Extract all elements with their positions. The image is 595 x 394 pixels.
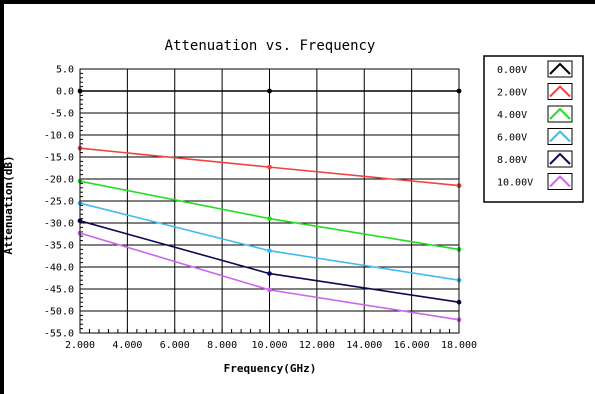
plot-border	[79, 68, 460, 334]
x-tick-label: 16.000	[394, 340, 430, 351]
y-tick-label: -45.0	[44, 285, 74, 296]
data-point	[267, 216, 272, 222]
legend-label: 8.00V	[497, 155, 527, 166]
legend-swatch	[547, 60, 573, 78]
y-tick-label: -25.0	[44, 197, 74, 208]
y-tick-label: 5.0	[56, 65, 74, 76]
legend-label: 2.00V	[497, 88, 527, 99]
legend-label: 6.00V	[497, 133, 527, 144]
y-tick-label: -30.0	[44, 219, 74, 230]
x-tick-label: 4.000	[112, 340, 142, 351]
x-tick-label: 2.000	[65, 340, 95, 351]
data-point	[267, 164, 272, 170]
y-tick-label: -55.0	[44, 329, 74, 340]
y-tick-label: -20.0	[44, 175, 74, 186]
y-axis-label: Attenuation(dB)	[2, 155, 15, 254]
data-point	[267, 248, 272, 254]
data-point	[267, 88, 272, 94]
legend-swatch	[547, 173, 573, 190]
x-tick-label: 18.000	[441, 340, 477, 351]
legend-marker	[549, 175, 571, 188]
data-point	[267, 271, 272, 276]
data-point	[267, 287, 272, 293]
legend-swatch	[547, 128, 573, 145]
x-tick-labels: 2.000 4.000 6.000 8.000 10.000 12.000 14.000 16…	[65, 340, 477, 351]
y-tick-label: -50.0	[44, 307, 74, 318]
legend-label: 4.00V	[497, 110, 527, 121]
legend-marker	[549, 152, 571, 165]
x-tick-label: 10.000	[251, 340, 287, 351]
legend-swatch	[547, 105, 573, 123]
legend-swatch	[547, 150, 573, 168]
legend-marker	[549, 62, 571, 75]
legend-marker	[549, 107, 571, 120]
legend-label: 0.00V	[497, 65, 527, 76]
legend-label: 10.00V	[497, 178, 533, 189]
bottom-strip	[10, 385, 595, 394]
y-tick-label: -40.0	[44, 263, 74, 274]
y-tick-label: -10.0	[44, 131, 74, 142]
top-border	[0, 0, 595, 4]
x-tick-label: 12.000	[299, 340, 335, 351]
left-border	[0, 0, 4, 394]
x-tick-label: 8.000	[207, 340, 237, 351]
y-tick-labels: 5.0 0.0 -5.0 -10.0 -15.0 -20.0 -25.0 -30.0 -35.0…	[44, 65, 74, 340]
y-tick-label: -15.0	[44, 153, 74, 164]
y-tick-label: 0.0	[56, 87, 74, 98]
legend: 0.00V 2.00V 4.00V 6.00V 8.00V 10.00V	[483, 55, 584, 203]
chart-title: Attenuation vs. Frequency	[165, 38, 376, 54]
x-axis-label: Frequency(GHz)	[224, 362, 317, 375]
y-tick-label: -5.0	[50, 109, 74, 120]
legend-swatch	[547, 83, 573, 100]
y-tick-label: -35.0	[44, 241, 74, 252]
x-tick-label: 6.000	[160, 340, 190, 351]
x-tick-label: 14.000	[346, 340, 382, 351]
legend-marker	[549, 130, 571, 143]
legend-marker	[549, 85, 571, 98]
